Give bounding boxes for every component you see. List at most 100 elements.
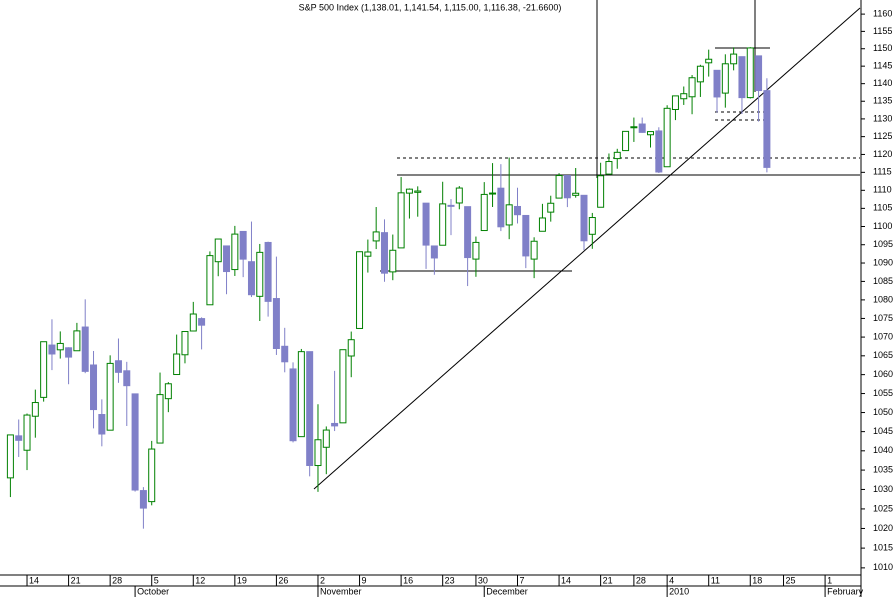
candle-body xyxy=(173,353,181,376)
candle-body xyxy=(680,93,688,100)
candle-body xyxy=(555,175,563,199)
candle-body xyxy=(439,203,447,246)
y-tick-label: 1155 xyxy=(873,26,892,36)
candle-body xyxy=(630,126,638,129)
candle-body xyxy=(638,123,646,133)
candle-body xyxy=(306,351,314,466)
candle-body xyxy=(763,90,771,168)
y-tick-label: 1100 xyxy=(873,221,892,231)
candle-body xyxy=(547,202,555,213)
candle-body xyxy=(622,130,630,152)
candle-body xyxy=(198,318,206,326)
y-tick-label: 1060 xyxy=(873,369,893,379)
candle-body xyxy=(40,341,48,398)
candle-body xyxy=(663,107,671,168)
candle-body xyxy=(538,217,546,232)
x-tick-label: 9 xyxy=(362,575,367,585)
candle-body xyxy=(647,131,655,136)
candle-body xyxy=(114,360,122,373)
candle-body xyxy=(156,394,164,444)
y-tick-label: 1160 xyxy=(873,8,892,18)
x-tick-label: 18 xyxy=(752,575,762,585)
candle-body xyxy=(447,204,455,207)
candle-body xyxy=(148,448,156,503)
candle-body xyxy=(123,370,131,387)
candle-body xyxy=(131,393,139,491)
candle-body xyxy=(755,55,763,92)
candle-body xyxy=(347,339,355,357)
candle-body xyxy=(164,383,172,400)
candle-body xyxy=(364,251,372,257)
candle-body xyxy=(713,69,721,98)
candle-body xyxy=(231,233,239,271)
x-tick-label: 11 xyxy=(711,575,720,585)
y-tick-label: 1095 xyxy=(873,239,893,249)
y-tick-label: 1040 xyxy=(873,445,893,455)
candle-body xyxy=(90,364,98,411)
candle-body xyxy=(455,187,463,204)
candle-body xyxy=(81,326,89,372)
candle-body xyxy=(588,217,596,235)
x-tick-label: 28 xyxy=(112,575,122,585)
y-tick-label: 1145 xyxy=(873,61,892,71)
candle-body xyxy=(256,251,264,297)
candle-body xyxy=(372,231,380,242)
candle-body xyxy=(106,362,114,431)
candle-body xyxy=(214,238,222,263)
month-label: 2010 xyxy=(669,586,689,596)
candle-body xyxy=(23,414,31,451)
candle-body xyxy=(530,240,538,260)
candle-body xyxy=(56,342,64,351)
x-tick-label: 25 xyxy=(786,575,796,585)
candle-body xyxy=(522,214,530,257)
candle-body xyxy=(489,192,497,195)
x-tick-label: 28 xyxy=(636,575,646,585)
y-tick-label: 1105 xyxy=(873,203,892,213)
candle-body xyxy=(98,414,106,435)
x-tick-label: 2 xyxy=(320,575,325,585)
month-label: December xyxy=(486,586,528,596)
chart-title: S&P 500 Index (1,138.01, 1,141.54, 1,115… xyxy=(299,2,562,12)
y-tick-label: 1085 xyxy=(873,276,893,286)
y-tick-label: 1110 xyxy=(873,185,892,195)
candle-body xyxy=(464,206,472,259)
y-tick-label: 1025 xyxy=(873,503,893,513)
candle-body xyxy=(563,175,571,199)
candle-body xyxy=(339,349,347,424)
candle-body xyxy=(331,422,339,427)
y-tick-label: 1090 xyxy=(873,257,893,267)
candle-body xyxy=(597,175,605,208)
candle-body xyxy=(430,245,438,259)
x-tick-label: 21 xyxy=(603,575,613,585)
x-tick-label: 19 xyxy=(237,575,247,585)
y-tick-label: 1055 xyxy=(873,388,893,398)
candle-body xyxy=(380,232,388,274)
candle-body xyxy=(73,330,81,352)
candle-body xyxy=(139,490,147,509)
x-tick-label: 4 xyxy=(669,575,674,585)
candle-body xyxy=(513,205,521,216)
candle-body xyxy=(472,241,480,260)
candle-body xyxy=(6,434,14,479)
candle-body xyxy=(189,313,197,332)
candle-body xyxy=(314,439,322,467)
x-tick-label: 1 xyxy=(827,575,832,585)
y-tick-label: 1075 xyxy=(873,313,893,323)
y-tick-label: 1070 xyxy=(873,331,893,341)
y-tick-label: 1035 xyxy=(873,464,893,474)
x-tick-label: 16 xyxy=(403,575,413,585)
candle-body xyxy=(356,251,364,329)
candle-body xyxy=(688,77,696,98)
x-tick-label: 14 xyxy=(561,575,571,585)
candle-body xyxy=(671,95,679,110)
candle-body xyxy=(730,53,738,65)
candle-body xyxy=(239,230,247,260)
month-label: October xyxy=(137,586,169,596)
candle-body xyxy=(181,331,189,356)
candle-body xyxy=(721,63,729,94)
candle-body xyxy=(281,345,289,363)
x-tick-label: 14 xyxy=(29,575,39,585)
candle-body xyxy=(223,245,231,273)
candle-body xyxy=(605,161,613,175)
